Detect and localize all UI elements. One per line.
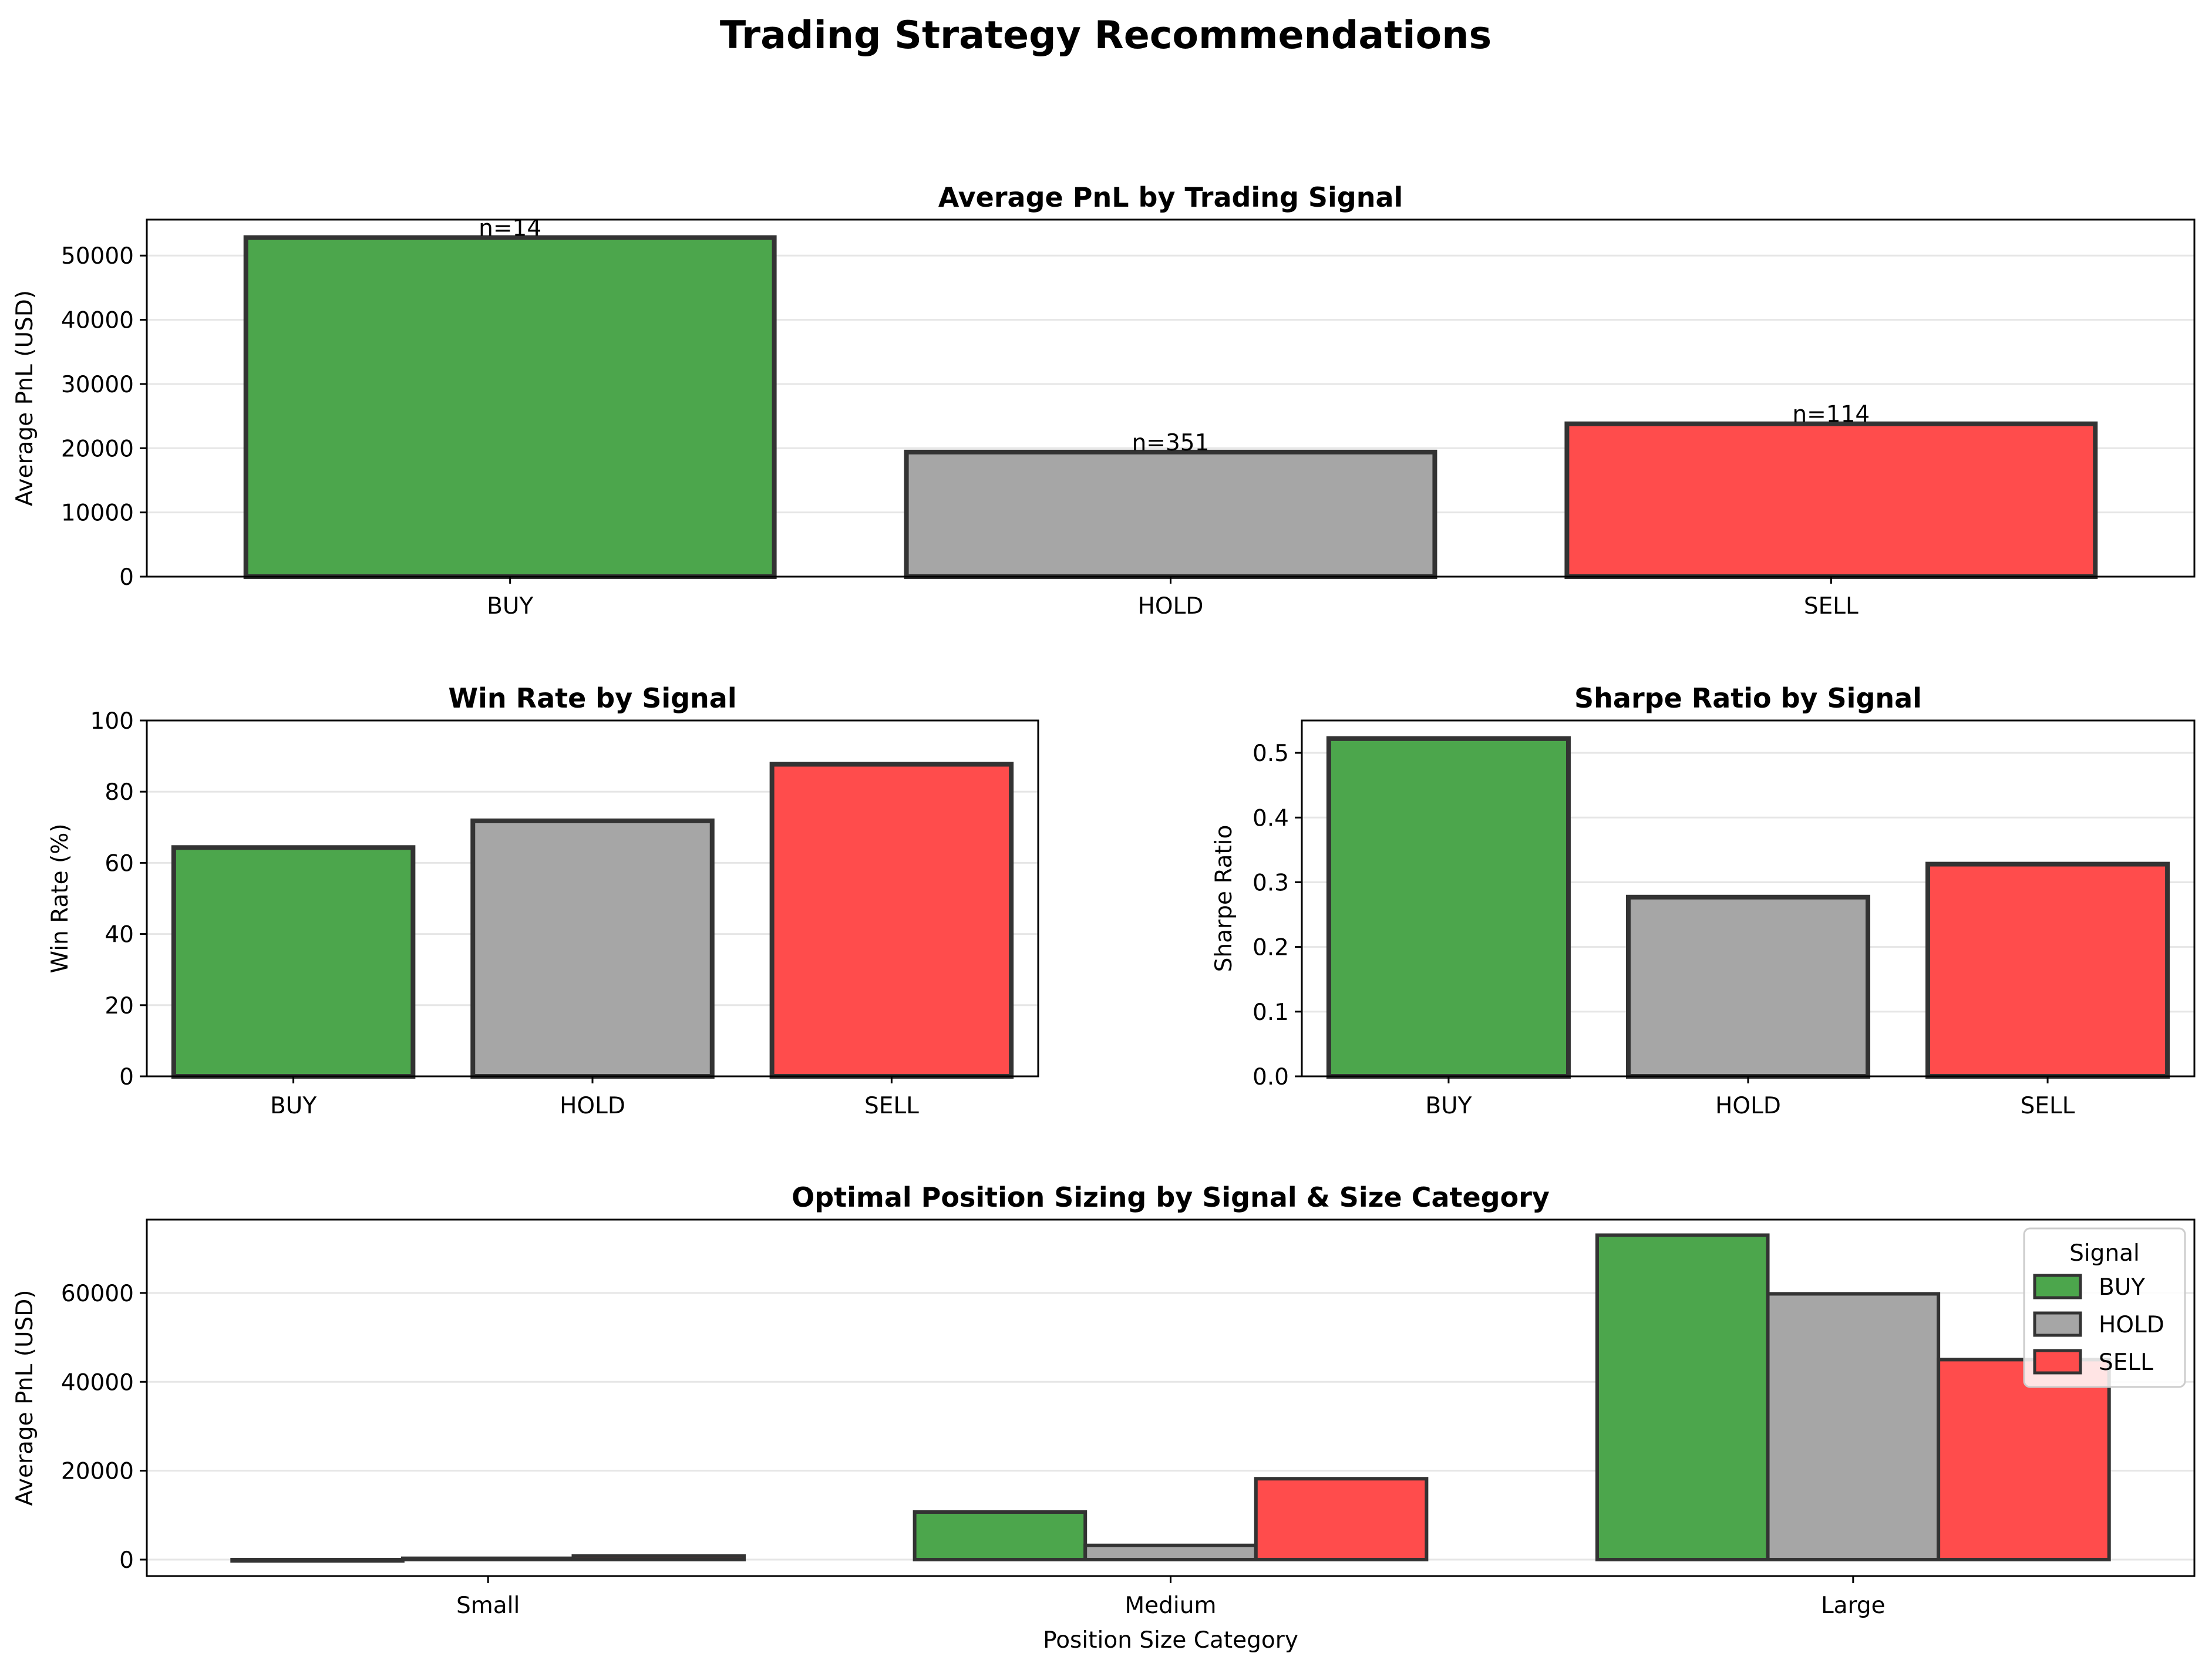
y-tick-label: 40 <box>105 922 134 948</box>
y-tick-label: 0 <box>119 1064 134 1090</box>
bar-hold <box>470 818 715 1079</box>
bar-hold-medium <box>1083 1543 1258 1561</box>
legend: Signal BUY HOLD SELL <box>2023 1227 2186 1388</box>
y-tick-label: 0.3 <box>1253 870 1289 896</box>
y-tick-label: 20 <box>105 993 134 1019</box>
legend-label-hold: HOLD <box>2099 1312 2164 1338</box>
x-tick-label: Large <box>1821 1592 1886 1619</box>
y-tick-label: 0.0 <box>1253 1064 1289 1090</box>
panel-title: Average PnL by Trading Signal <box>938 181 1403 213</box>
bar-sell <box>1925 861 2170 1079</box>
panel-sharpe-ratio: 0.0 0.1 0.2 0.3 0.4 0.5 BUY HOLD SELL Sharpe Rati… <box>1211 682 2196 1119</box>
legend-title: Signal <box>2069 1240 2140 1267</box>
y-tick-label: 0 <box>119 564 134 591</box>
bar-hold-small <box>400 1556 575 1561</box>
bar-count-label: n=351 <box>1132 430 1210 456</box>
x-tick-label: BUY <box>1425 1093 1472 1119</box>
panel-title: Sharpe Ratio by Signal <box>1574 682 1922 714</box>
x-tick-label: SELL <box>1804 593 1859 619</box>
bar-sell-medium <box>1254 1477 1429 1561</box>
bar-buy-medium <box>913 1510 1088 1561</box>
y-tick-label: 40000 <box>61 1369 134 1396</box>
y-tick-label: 40000 <box>61 308 134 334</box>
legend-swatch-buy <box>2033 1274 2082 1299</box>
legend-box <box>2023 1227 2186 1388</box>
x-tick-label: Medium <box>1125 1592 1217 1619</box>
y-tick-label: 0 <box>119 1547 134 1574</box>
y-tick-label: 0.1 <box>1253 999 1289 1026</box>
y-tick-label: 60000 <box>61 1281 134 1307</box>
x-axis-label: Position Size Category <box>1043 1627 1298 1654</box>
x-tick-label: HOLD <box>1715 1093 1781 1119</box>
figure-title: Trading Strategy Recommendations <box>720 14 1491 58</box>
legend-swatch-sell <box>2033 1349 2082 1375</box>
bar-count-label: n=114 <box>1792 402 1870 428</box>
x-tick-label: HOLD <box>560 1093 625 1119</box>
bar-buy-small <box>230 1557 405 1563</box>
x-tick-label: Small <box>456 1592 520 1619</box>
bar-buy <box>1326 736 1571 1079</box>
y-tick-label: 100 <box>90 708 134 735</box>
panel-title: Win Rate by Signal <box>448 682 736 714</box>
legend-label-sell: SELL <box>2099 1349 2153 1376</box>
bar-sell-large <box>1937 1358 2111 1561</box>
x-tick-label: BUY <box>487 593 533 619</box>
y-axis-label: Average PnL (USD) <box>12 290 38 506</box>
y-tick-label: 80 <box>105 779 134 806</box>
y-tick-label: 50000 <box>61 243 134 270</box>
bar-buy <box>171 845 416 1079</box>
panel-average-pnl: n=14n=351n=11401000020000300004000050000… <box>12 181 2196 619</box>
y-tick-label: 0.2 <box>1253 935 1289 961</box>
bar-buy-large <box>1595 1233 1770 1561</box>
y-axis-label: Win Rate (%) <box>47 824 73 974</box>
x-tick-label: SELL <box>2021 1093 2075 1119</box>
bar-buy <box>243 235 777 579</box>
bar-hold-large <box>1766 1292 1941 1561</box>
bar-hold <box>904 449 1437 580</box>
bar-sell <box>769 762 1014 1079</box>
y-tick-label: 60 <box>105 850 134 877</box>
y-axis-label: Sharpe Ratio <box>1211 825 1237 972</box>
legend-swatch-hold <box>2033 1311 2082 1337</box>
x-tick-label: BUY <box>270 1093 317 1119</box>
bar-hold <box>1625 894 1871 1079</box>
y-tick-label: 0.4 <box>1253 805 1289 831</box>
y-tick-label: 30000 <box>61 372 134 398</box>
panel-position-sizing: 0 20000 40000 60000 Small Medium Large Optimal … <box>12 1181 2196 1654</box>
panel-title: Optimal Position Sizing by Signal & Size… <box>792 1181 1550 1213</box>
x-tick-label: HOLD <box>1138 593 1204 619</box>
y-axis-label: Average PnL (USD) <box>12 1290 38 1506</box>
y-tick-label: 10000 <box>61 500 134 527</box>
x-tick-label: SELL <box>864 1093 919 1119</box>
bar-sell-small <box>571 1554 746 1561</box>
y-tick-label: 20000 <box>61 1459 134 1485</box>
y-tick-label: 0.5 <box>1253 740 1289 767</box>
bar-sell <box>1564 421 2098 580</box>
y-tick-label: 20000 <box>61 436 134 462</box>
legend-label-buy: BUY <box>2099 1274 2145 1301</box>
panel-win-rate: 0 20 40 60 80 100 BUY HOLD SELL Win Rate by Signa… <box>47 682 1039 1119</box>
